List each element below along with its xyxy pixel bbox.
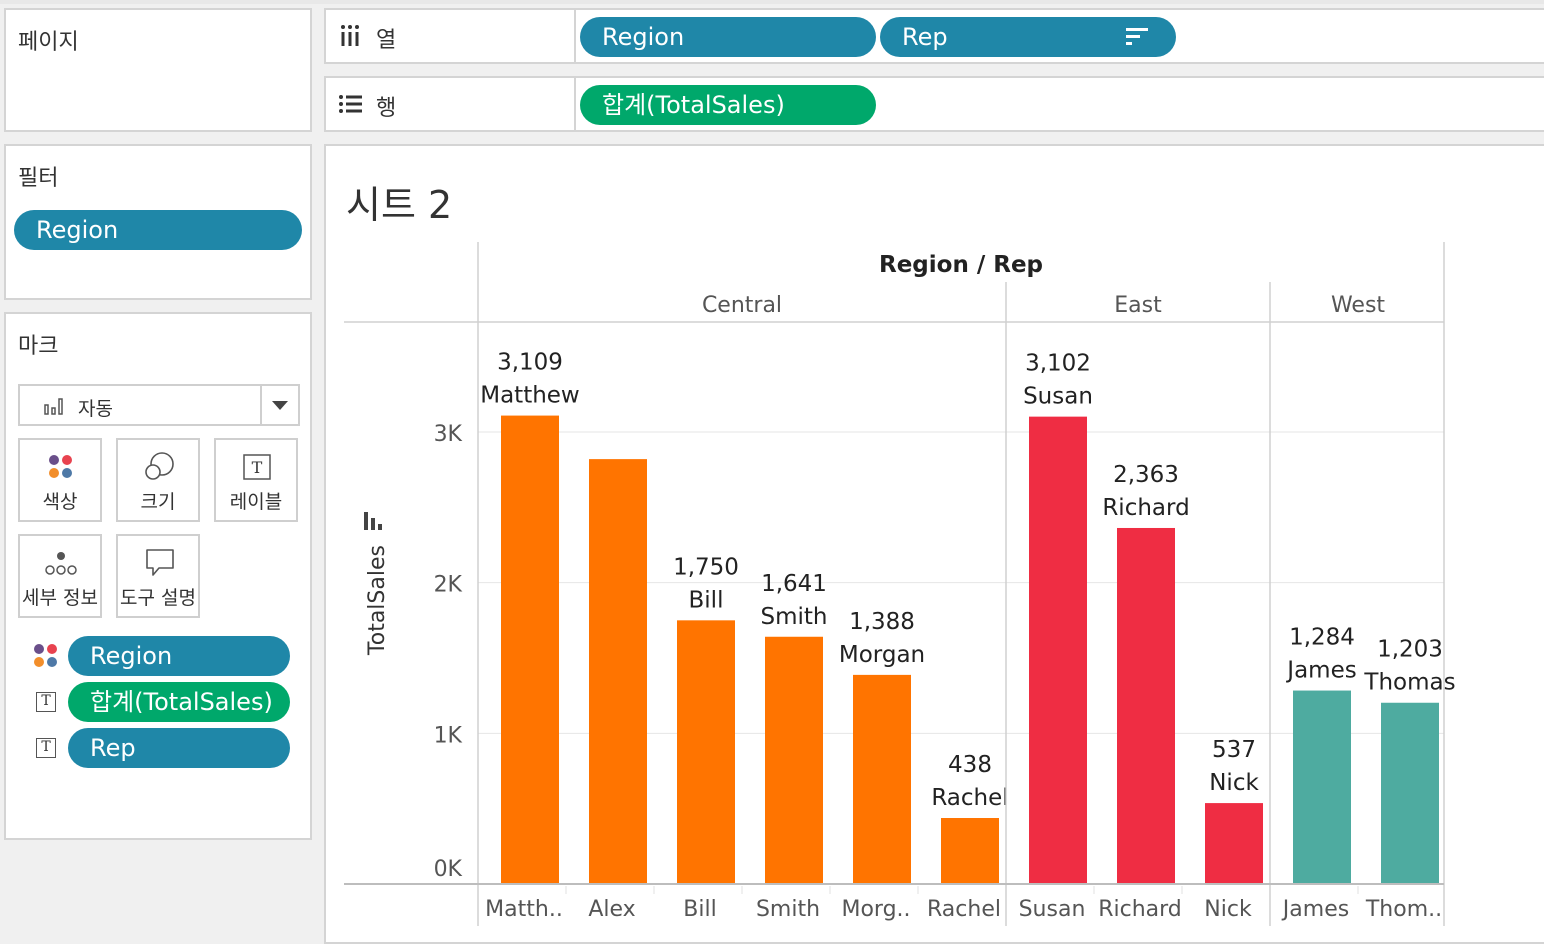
- rows-shelf-title: 행: [376, 96, 397, 121]
- top-strip: [0, 0, 1544, 4]
- tooltip-button-label: 도구 설명: [120, 587, 196, 609]
- columns-shelf-title: 열: [376, 28, 397, 53]
- label-button-label: 레이블: [229, 491, 283, 513]
- column-pill-rep[interactable]: Rep: [880, 17, 1176, 57]
- marks-card-title: 마크: [18, 334, 59, 359]
- color-dots-icon: [34, 644, 57, 667]
- row-pill-label: 합계(TotalSales): [602, 91, 785, 119]
- column-pill-label: Rep: [902, 23, 948, 51]
- marks-card: 마크 자동 색상 크기 T 레이블: [4, 312, 312, 840]
- label-button[interactable]: T 레이블: [214, 438, 298, 522]
- color-button-label: 색상: [42, 491, 78, 513]
- rows-icon: [339, 95, 362, 113]
- mark-type-label: 자동: [78, 398, 113, 420]
- pages-card-title: 페이지: [18, 30, 79, 55]
- mark-field-label: 합계(TotalSales): [90, 688, 273, 716]
- column-pill-region[interactable]: Region: [580, 17, 876, 57]
- label-T-icon: T: [243, 454, 271, 480]
- rows-shelf-label: 행: [326, 78, 576, 130]
- dropdown-divider: [260, 386, 262, 424]
- svg-text:T: T: [252, 458, 263, 477]
- color-button[interactable]: 색상: [18, 438, 102, 522]
- label-T-icon: T: [36, 692, 56, 712]
- rows-shelf: 행 합계(TotalSales): [324, 76, 1544, 132]
- label-T-icon: T: [36, 738, 56, 758]
- filter-pill-label: Region: [36, 216, 119, 244]
- columns-icon: [341, 25, 359, 46]
- filter-pill-region[interactable]: Region: [14, 210, 302, 250]
- mark-field-region[interactable]: Region: [68, 636, 290, 676]
- mark-field-label: Region: [90, 642, 173, 670]
- bar-chart-icon: [44, 398, 63, 415]
- detail-button[interactable]: 세부 정보: [18, 534, 102, 618]
- size-button[interactable]: 크기: [116, 438, 200, 522]
- columns-shelf: 열 Region Rep: [324, 8, 1544, 64]
- chevron-down-icon[interactable]: [272, 401, 288, 411]
- tooltip-bubble-icon: [146, 549, 174, 576]
- filters-card: 필터 Region: [4, 144, 312, 300]
- mark-field-label: Rep: [90, 734, 136, 762]
- tooltip-button[interactable]: 도구 설명: [116, 534, 200, 618]
- sheet-view: 시트 2: [324, 144, 1544, 944]
- detail-button-label: 세부 정보: [22, 587, 98, 609]
- size-button-label: 크기: [140, 491, 176, 513]
- color-dots-icon: [49, 455, 72, 478]
- mark-field-totalsales[interactable]: 합계(TotalSales): [68, 682, 290, 722]
- sheet-title: 시트 2: [346, 183, 453, 227]
- size-circles-icon: [145, 452, 174, 480]
- detail-dots-icon: [45, 552, 77, 575]
- column-pill-label: Region: [602, 23, 685, 51]
- sort-descending-icon[interactable]: [1126, 27, 1148, 47]
- row-pill-totalsales[interactable]: 합계(TotalSales): [580, 85, 876, 125]
- mark-type-dropdown[interactable]: 자동: [18, 384, 300, 426]
- filters-card-title: 필터: [18, 166, 59, 191]
- mark-field-rep[interactable]: Rep: [68, 728, 290, 768]
- columns-shelf-label: 열: [326, 10, 576, 62]
- pages-card: 페이지: [4, 8, 312, 132]
